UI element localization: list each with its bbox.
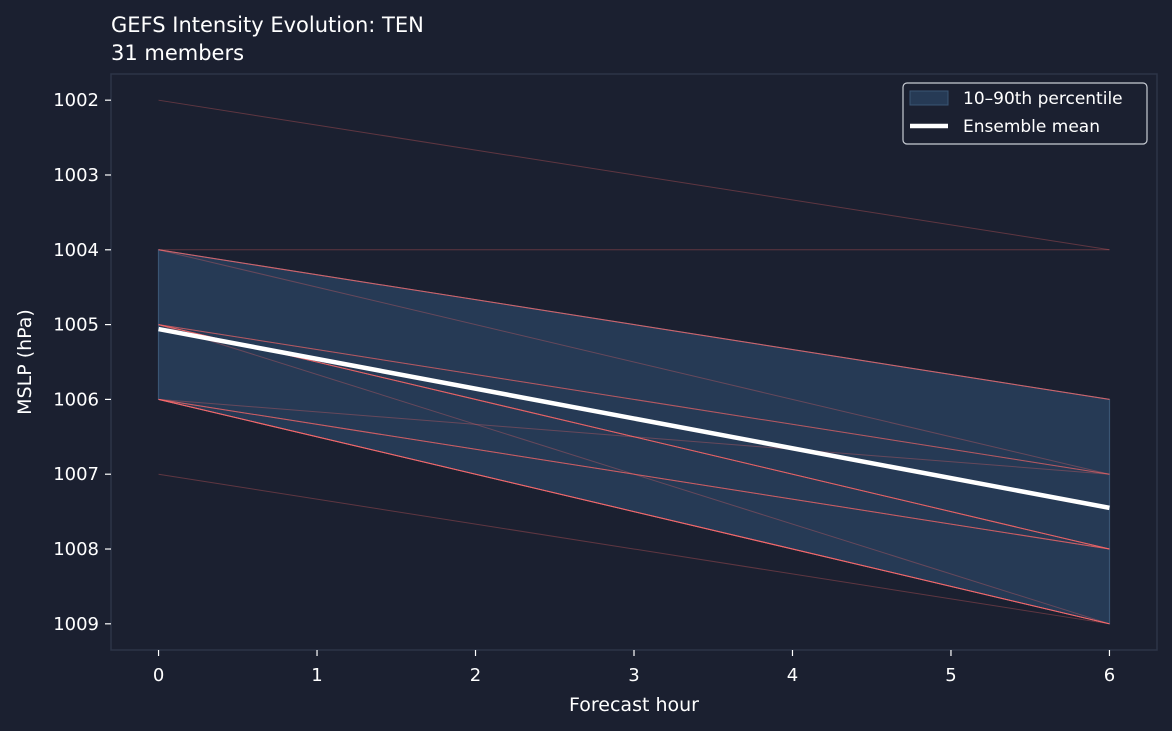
member-line-3: [158, 249, 1110, 400]
x-tick-label: 6: [1104, 665, 1115, 686]
member-line-6: [158, 324, 1110, 550]
y-tick-label: 1007: [53, 464, 99, 485]
member-line-4: [158, 249, 1110, 475]
legend-box: [902, 82, 1148, 145]
y-tick-label: 1004: [53, 240, 99, 261]
x-axis-label: Forecast hour: [569, 694, 699, 716]
legend-band-swatch: [909, 90, 949, 106]
percentile-band-layer: [157, 249, 1111, 625]
x-tick-label: 5: [945, 665, 956, 686]
member-line-10: [158, 398, 1110, 625]
member-line-1: [158, 99, 1110, 251]
x-axis: 0 1 2 3 4 5 6: [153, 650, 1115, 686]
member-line-10: [158, 398, 1110, 625]
member-line-3: [158, 249, 1110, 400]
member-line-6: [158, 324, 1110, 550]
legend-mean-label: Ensemble mean: [963, 117, 1100, 137]
y-tick-label: 1002: [53, 90, 99, 111]
member-line-8: [158, 398, 1110, 475]
member-line-9: [158, 398, 1110, 550]
member-line-3: [158, 249, 1110, 400]
y-tick-label: 1003: [53, 165, 99, 186]
member-line-6: [158, 324, 1110, 550]
member-line-3: [158, 249, 1110, 400]
y-tick-label: 1005: [53, 315, 99, 336]
member-line-10: [158, 398, 1110, 625]
chart-title: GEFS Intensity Evolution: TEN: [111, 13, 424, 37]
mean-line-layer: [158, 326, 1110, 511]
y-axis-label: MSLP (hPa): [14, 309, 36, 415]
x-tick-label: 2: [470, 665, 481, 686]
y-tick-label: 1009: [53, 614, 99, 635]
y-axis: 1002 1003 1004 1005 1006 1007 1008 1009: [53, 90, 111, 635]
y-tick-label: 1008: [53, 539, 99, 560]
member-line-6: [158, 324, 1110, 550]
member-line-9: [158, 398, 1110, 550]
x-tick-label: 0: [153, 665, 164, 686]
member-line-5: [158, 324, 1110, 475]
member-line-10: [158, 398, 1110, 625]
member-line-6: [158, 324, 1110, 550]
member-lines-layer: [158, 99, 1110, 625]
member-line-10: [158, 398, 1110, 625]
member-line-10: [158, 398, 1110, 625]
x-tick-label: 4: [787, 665, 798, 686]
legend-band-label: 10–90th percentile: [963, 89, 1123, 109]
member-line-5: [158, 324, 1110, 475]
x-tick-label: 1: [311, 665, 322, 686]
member-line-10: [158, 398, 1110, 625]
y-tick-label: 1006: [53, 389, 99, 410]
member-line-11: [158, 473, 1110, 625]
percentile-band: [157, 249, 1111, 625]
member-line-6: [158, 324, 1110, 550]
chart-subtitle: 31 members: [111, 41, 245, 65]
member-line-9: [158, 398, 1110, 550]
x-tick-label: 3: [628, 665, 639, 686]
member-line-10: [158, 398, 1110, 625]
ensemble-mean-line: [158, 326, 1110, 511]
legend: 10–90th percentile Ensemble mean: [902, 82, 1148, 145]
member-line-7: [158, 324, 1110, 625]
member-line-5: [158, 324, 1110, 475]
member-line-9: [158, 398, 1110, 550]
